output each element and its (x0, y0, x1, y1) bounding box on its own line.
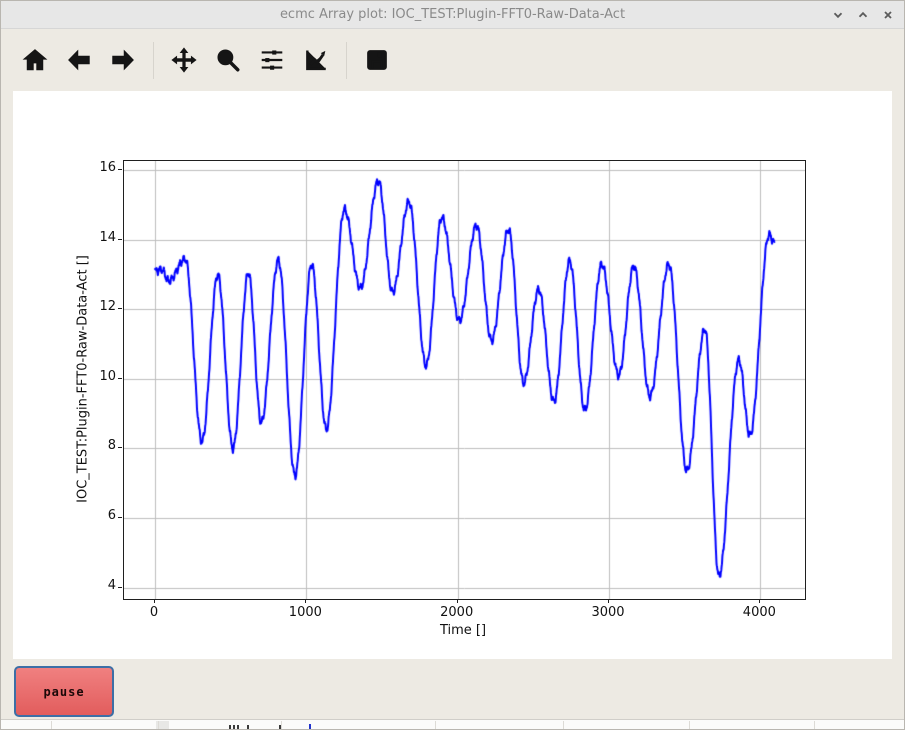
titlebar[interactable]: ecmc Array plot: IOC_TEST:Plugin-FFT0-Ra… (1, 1, 904, 29)
strip-divider (563, 721, 564, 729)
y-tick-mark (118, 517, 122, 518)
pan-arrows-icon (170, 47, 197, 73)
back-arrow-icon (67, 49, 90, 71)
configure-subplots-button[interactable] (258, 47, 285, 74)
strip-tick (229, 725, 231, 729)
strip-tick (247, 725, 249, 729)
back-button[interactable] (65, 47, 92, 74)
sliders-icon (261, 50, 282, 70)
x-tick-mark (456, 599, 458, 603)
strip-divider (814, 721, 815, 729)
strip-tick (233, 725, 235, 729)
y-tick-mark (118, 169, 122, 171)
zoom-magnifier-icon (216, 49, 239, 72)
pause-button[interactable]: pause (14, 666, 114, 717)
save-floppy-icon (366, 50, 387, 70)
background-window-strip (1, 719, 904, 729)
home-button[interactable] (21, 47, 48, 74)
y-tick-label: 10 (99, 368, 116, 384)
x-tick-mark (759, 599, 761, 603)
close-icon (884, 10, 892, 19)
x-tick-mark (154, 599, 156, 603)
home-icon (22, 49, 47, 71)
strip-divider (158, 721, 159, 729)
zoom-button[interactable] (214, 47, 241, 74)
chevron-up-icon (858, 11, 868, 17)
x-tick-label: 3000 (591, 605, 625, 620)
strip-divider (689, 721, 690, 729)
x-axis-label: Time [] (439, 623, 487, 638)
y-tick-mark (118, 586, 122, 588)
figure-canvas[interactable]: IOC_TEST:Plugin-FFT0-Raw-Data-Act [] Tim… (13, 91, 892, 659)
strip-cell (156, 721, 169, 729)
data-curve-canvas[interactable] (124, 161, 805, 599)
customize-axes-button[interactable] (302, 47, 329, 74)
chart-edit-icon (305, 50, 326, 71)
y-tick-mark (118, 238, 122, 240)
x-tick-mark (608, 599, 610, 603)
chevron-down-icon (833, 12, 843, 18)
y-tick-label: 14 (99, 229, 116, 245)
window-title: ecmc Array plot: IOC_TEST:Plugin-FFT0-Ra… (279, 7, 626, 22)
toolbar-separator (153, 41, 154, 79)
strip-blue-tick (309, 724, 311, 729)
plot-toolbar (1, 29, 904, 91)
strip-tick (237, 725, 239, 729)
minimize-button[interactable] (830, 7, 846, 23)
y-tick-mark (118, 308, 122, 310)
forward-button[interactable] (109, 47, 136, 74)
window-controls (830, 1, 896, 28)
y-tick-label: 8 (107, 438, 116, 454)
axes[interactable] (123, 160, 806, 600)
pan-button[interactable] (170, 47, 197, 74)
x-tick-label: 4000 (742, 605, 776, 620)
strip-divider (281, 721, 282, 729)
y-tick-mark (118, 377, 122, 379)
y-tick-label: 12 (99, 299, 116, 315)
x-tick-label: 2000 (440, 605, 474, 620)
strip-tick (279, 725, 281, 729)
strip-divider (435, 721, 436, 729)
x-tick-label: 1000 (288, 605, 322, 620)
save-button[interactable] (363, 47, 390, 74)
x-tick-label: 0 (149, 605, 159, 620)
x-tick-mark (305, 599, 307, 603)
maximize-button[interactable] (855, 7, 871, 23)
close-button[interactable] (880, 7, 896, 23)
y-tick-label: 6 (107, 508, 116, 523)
strip-divider (51, 721, 52, 729)
y-tick-mark (118, 447, 122, 449)
forward-arrow-icon (111, 49, 134, 71)
y-tick-label: 16 (99, 160, 116, 176)
toolbar-separator (346, 41, 347, 79)
y-tick-label: 4 (107, 577, 116, 593)
